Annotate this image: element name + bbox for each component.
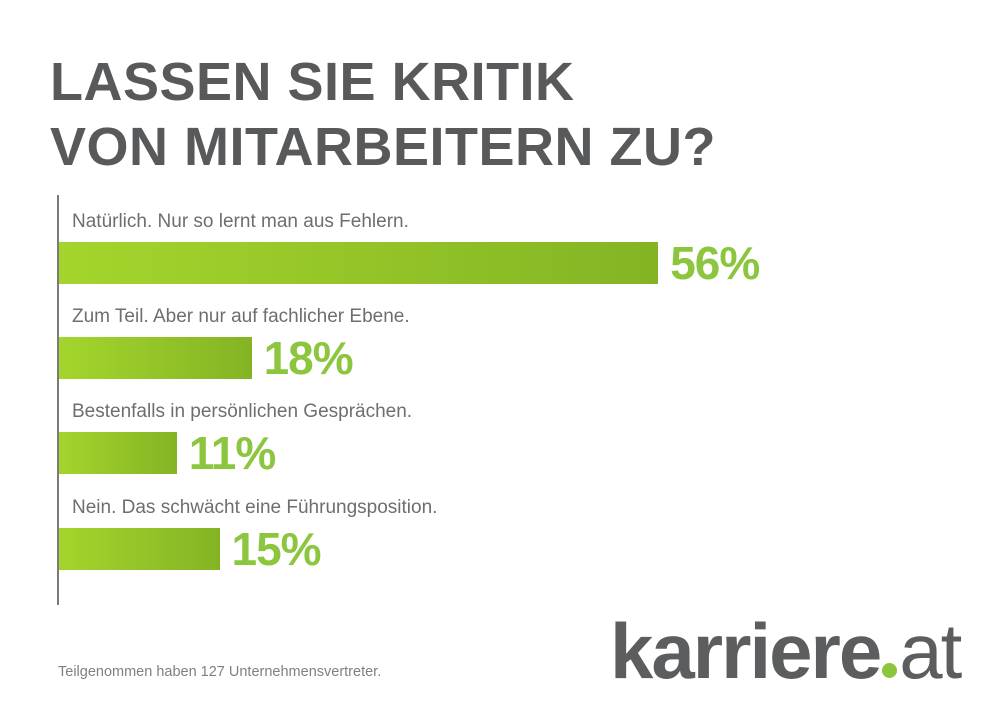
category-label: Natürlich. Nur so lernt man aus Fehlern.: [72, 211, 409, 232]
value-label: 18%: [263, 332, 354, 384]
bar: [59, 528, 220, 570]
category-label: Nein. Das schwächt eine Führungsposition…: [72, 497, 438, 518]
value-label: 11%: [188, 427, 277, 479]
category-label: Zum Teil. Aber nur auf fachlicher Ebene.: [72, 306, 410, 327]
logo-dot: [882, 663, 898, 678]
footer-note: Teilgenommen haben 127 Unternehmensvertr…: [58, 664, 382, 680]
karriere-logo: karriere at: [610, 612, 962, 690]
chart-title-line-2: VON MITARBEITERN ZU?: [50, 117, 716, 177]
y-axis-line: [57, 195, 59, 605]
value-label: 15%: [231, 523, 322, 575]
logo-name: karriere: [610, 607, 882, 695]
bar: [59, 432, 177, 474]
chart-title-line-1: LASSEN SIE KRITIK: [50, 52, 575, 112]
value-label: 56%: [670, 237, 760, 289]
category-label: Bestenfalls in persönlichen Gesprächen.: [72, 401, 413, 422]
bar: [59, 242, 659, 284]
bar: [59, 337, 252, 379]
logo-tld: at: [899, 607, 962, 695]
